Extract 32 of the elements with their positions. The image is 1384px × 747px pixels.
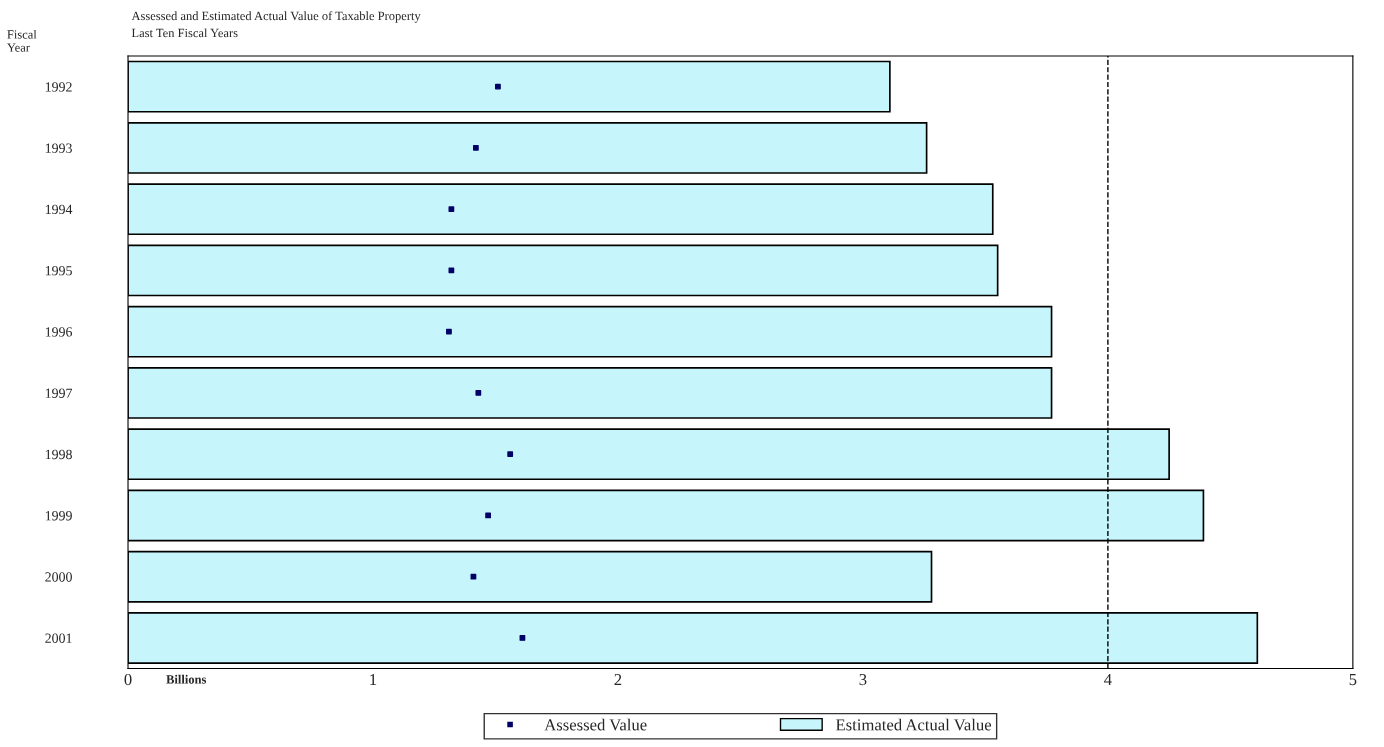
chart-title: Assessed and Estimated Actual Value of Taxable Property: [131, 11, 421, 23]
x-axis-title: Billions: [166, 674, 207, 684]
x-tick-label: 1: [370, 673, 377, 685]
y-tick-label: 1993: [45, 143, 72, 153]
y-tick-label: 1992: [45, 82, 72, 92]
point: [448, 267, 455, 274]
y-tick-label: 1996: [45, 327, 73, 337]
y-tick-label: 1994: [45, 204, 73, 215]
point: [507, 451, 514, 458]
point: [472, 145, 479, 151]
x-tick-label: 5: [1349, 674, 1357, 686]
x-tick-label: 0: [124, 673, 132, 686]
legend-label: Assessed Value: [544, 718, 647, 731]
point: [446, 328, 452, 335]
point: [485, 512, 492, 519]
x-tick-label: 2: [614, 673, 622, 685]
point: [519, 635, 526, 641]
x-tick-label: 4: [1104, 674, 1112, 685]
point: [495, 83, 501, 90]
y-tick-label: 1995: [45, 266, 72, 276]
point: [475, 390, 482, 396]
point: [470, 573, 477, 580]
point: [448, 206, 455, 213]
y-tick-label: 1999: [45, 511, 72, 521]
y-tick-label: 2000: [45, 572, 72, 582]
y-axis-title: Fiscal Year: [7, 29, 37, 52]
y-tick-label: 1997: [45, 388, 73, 398]
x-tick-label: 3: [859, 673, 867, 686]
y-tick-label: 2001: [45, 633, 72, 643]
chart-subtitle: Last Ten Fiscal Years: [131, 28, 238, 38]
y-tick-label: 1998: [45, 449, 72, 460]
legend-label: Estimated Actual Value: [835, 718, 992, 731]
